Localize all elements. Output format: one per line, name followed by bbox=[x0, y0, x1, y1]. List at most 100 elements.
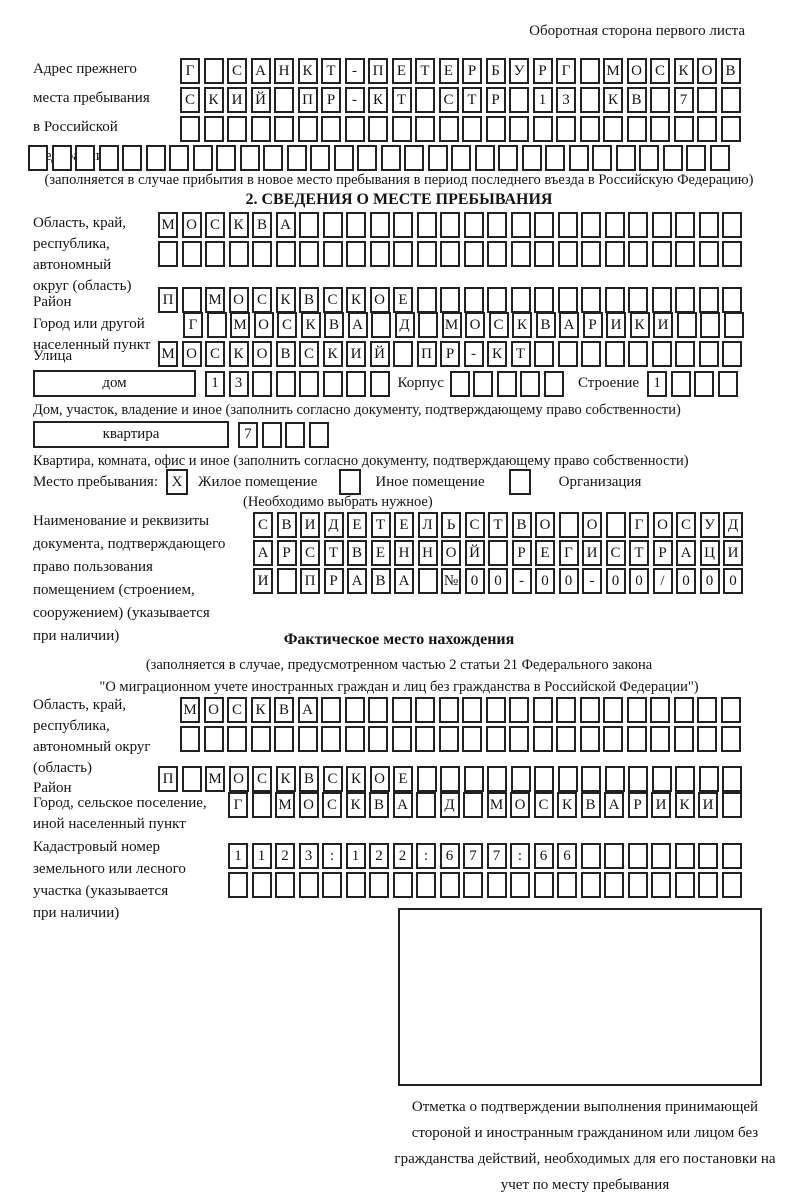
char-cell[interactable] bbox=[416, 872, 436, 898]
char-cell[interactable] bbox=[427, 145, 448, 171]
checkbox-residential[interactable]: X bbox=[166, 469, 188, 495]
char-cell[interactable] bbox=[485, 697, 506, 723]
char-cell[interactable]: - bbox=[344, 87, 365, 113]
char-cell[interactable]: К bbox=[275, 287, 296, 313]
char-cell[interactable] bbox=[579, 87, 600, 113]
char-cell[interactable] bbox=[274, 116, 294, 142]
char-cell[interactable]: В bbox=[274, 697, 294, 723]
char-cell[interactable] bbox=[626, 726, 647, 752]
char-cell[interactable] bbox=[722, 287, 742, 313]
char-cell[interactable] bbox=[675, 341, 695, 367]
char-cell[interactable] bbox=[169, 145, 189, 171]
char-cell[interactable] bbox=[722, 766, 742, 792]
char-cell[interactable]: П bbox=[416, 341, 437, 367]
char-cell[interactable] bbox=[145, 145, 166, 171]
char-cell[interactable] bbox=[603, 697, 623, 723]
char-cell[interactable] bbox=[391, 726, 412, 752]
char-cell[interactable] bbox=[521, 145, 542, 171]
char-cell[interactable]: О bbox=[228, 766, 249, 792]
char-cell[interactable]: В bbox=[511, 512, 532, 538]
char-cell[interactable] bbox=[651, 241, 672, 267]
char-cell[interactable]: С bbox=[227, 58, 247, 84]
char-cell[interactable] bbox=[322, 241, 343, 267]
char-cell[interactable]: Е bbox=[347, 512, 367, 538]
char-cell[interactable] bbox=[627, 843, 648, 869]
char-cell[interactable]: И bbox=[723, 540, 743, 566]
char-cell[interactable] bbox=[181, 287, 202, 313]
char-cell[interactable] bbox=[415, 87, 435, 113]
char-cell[interactable]: О bbox=[652, 512, 673, 538]
char-cell[interactable]: : bbox=[416, 843, 436, 869]
char-cell[interactable] bbox=[698, 843, 718, 869]
char-cell[interactable] bbox=[391, 116, 412, 142]
char-cell[interactable]: В bbox=[626, 87, 647, 113]
char-cell[interactable] bbox=[581, 766, 601, 792]
char-cell[interactable] bbox=[368, 116, 388, 142]
char-cell[interactable]: 0 bbox=[699, 568, 720, 594]
char-cell[interactable]: В bbox=[275, 341, 296, 367]
char-cell[interactable]: Е bbox=[370, 540, 391, 566]
char-cell[interactable]: А bbox=[347, 568, 367, 594]
char-cell[interactable] bbox=[674, 872, 695, 898]
char-cell[interactable]: Е bbox=[393, 287, 413, 313]
char-cell[interactable] bbox=[369, 872, 389, 898]
char-cell[interactable] bbox=[626, 116, 647, 142]
char-cell[interactable] bbox=[579, 58, 600, 84]
char-cell[interactable] bbox=[651, 287, 672, 313]
char-cell[interactable] bbox=[579, 116, 600, 142]
char-cell[interactable] bbox=[545, 145, 565, 171]
char-cell[interactable] bbox=[557, 766, 578, 792]
char-cell[interactable] bbox=[592, 145, 612, 171]
char-cell[interactable]: Й bbox=[369, 341, 390, 367]
char-cell[interactable] bbox=[558, 512, 579, 538]
char-cell[interactable] bbox=[122, 145, 142, 171]
char-cell[interactable]: С bbox=[277, 312, 297, 338]
char-cell[interactable]: С bbox=[180, 87, 200, 113]
char-cell[interactable] bbox=[670, 370, 691, 397]
char-cell[interactable] bbox=[368, 697, 388, 723]
char-cell[interactable]: К bbox=[487, 341, 507, 367]
char-cell[interactable] bbox=[650, 87, 670, 113]
char-cell[interactable]: Г bbox=[556, 58, 576, 84]
char-cell[interactable] bbox=[261, 421, 282, 448]
char-cell[interactable] bbox=[651, 843, 671, 869]
char-cell[interactable] bbox=[534, 241, 554, 267]
char-cell[interactable] bbox=[275, 241, 296, 267]
char-cell[interactable] bbox=[532, 116, 553, 142]
char-cell[interactable] bbox=[216, 145, 236, 171]
char-cell[interactable]: Т bbox=[629, 540, 649, 566]
char-cell[interactable] bbox=[344, 726, 365, 752]
char-cell[interactable]: 1 bbox=[647, 370, 668, 397]
char-cell[interactable] bbox=[158, 241, 178, 267]
char-cell[interactable]: О bbox=[465, 312, 485, 338]
char-cell[interactable] bbox=[51, 145, 72, 171]
char-cell[interactable] bbox=[391, 697, 412, 723]
char-cell[interactable]: Р bbox=[532, 58, 553, 84]
char-cell[interactable]: Р bbox=[276, 540, 297, 566]
char-cell[interactable]: К bbox=[297, 58, 318, 84]
char-cell[interactable]: Р bbox=[323, 568, 344, 594]
char-cell[interactable] bbox=[415, 726, 435, 752]
char-cell[interactable] bbox=[205, 241, 225, 267]
char-cell[interactable] bbox=[451, 145, 471, 171]
char-cell[interactable] bbox=[321, 116, 341, 142]
char-cell[interactable] bbox=[369, 370, 390, 397]
char-cell[interactable] bbox=[697, 87, 717, 113]
char-cell[interactable] bbox=[709, 145, 730, 171]
char-cell[interactable] bbox=[344, 116, 365, 142]
char-cell[interactable] bbox=[698, 212, 719, 238]
char-cell[interactable] bbox=[639, 145, 659, 171]
char-cell[interactable] bbox=[274, 726, 294, 752]
char-cell[interactable] bbox=[698, 872, 718, 898]
char-cell[interactable]: 3 bbox=[298, 843, 319, 869]
char-cell[interactable] bbox=[675, 212, 695, 238]
char-cell[interactable] bbox=[263, 145, 283, 171]
char-cell[interactable]: Л bbox=[417, 512, 438, 538]
char-cell[interactable]: С bbox=[205, 212, 225, 238]
char-cell[interactable]: Г bbox=[180, 58, 200, 84]
char-cell[interactable] bbox=[228, 872, 248, 898]
char-cell[interactable]: О bbox=[582, 512, 602, 538]
char-cell[interactable] bbox=[628, 766, 648, 792]
char-cell[interactable]: П bbox=[158, 287, 178, 313]
char-cell[interactable] bbox=[543, 370, 564, 397]
